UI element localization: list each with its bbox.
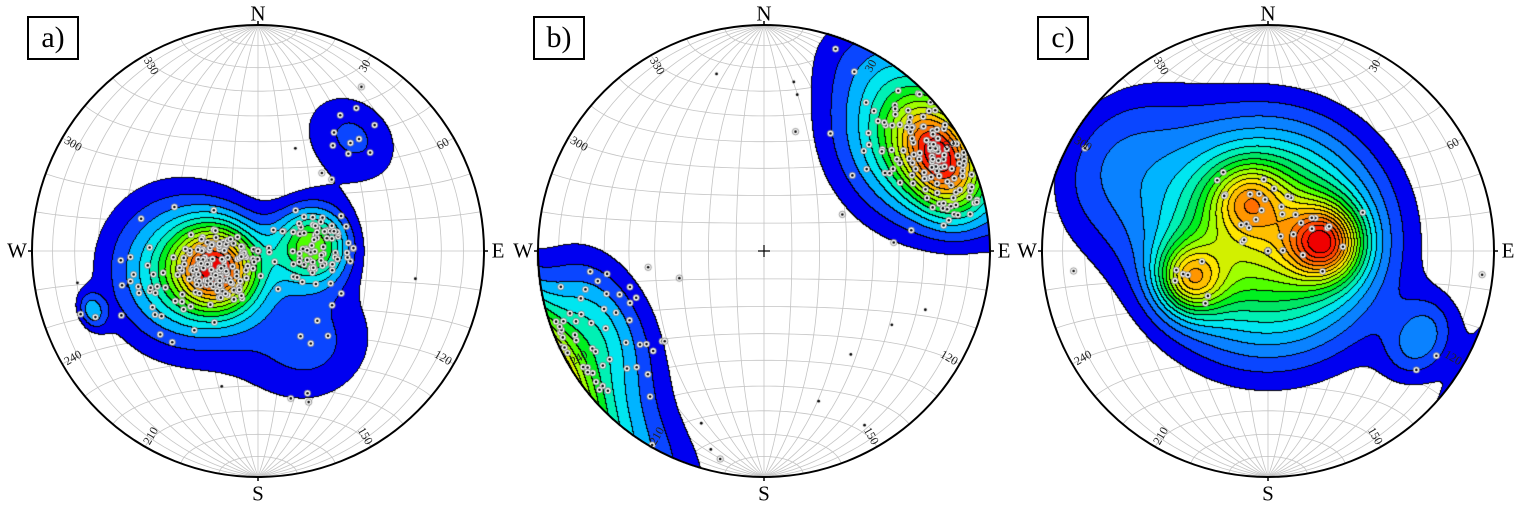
panel-label: a) <box>27 16 79 60</box>
primitive-circle-outline <box>31 24 485 478</box>
north-label: N <box>250 1 266 26</box>
east-label: E <box>997 238 1011 263</box>
west-label: W <box>1017 238 1037 263</box>
south-label: S <box>1262 481 1274 506</box>
panel-label: c) <box>1037 16 1089 60</box>
south-label: S <box>758 481 770 506</box>
panel-label: b) <box>533 16 585 60</box>
primitive-circle <box>534 21 994 481</box>
west-label: W <box>513 238 533 263</box>
density-contours <box>28 21 488 481</box>
primitive-circle <box>1038 21 1498 481</box>
west-label: W <box>7 238 27 263</box>
primitive-circle <box>28 21 488 481</box>
north-label: N <box>1260 1 1276 26</box>
stereonet-panel-a: a) N S W E 30 60 120 150 210 240 300 330 <box>0 0 506 509</box>
east-label: E <box>1501 238 1515 263</box>
north-label: N <box>756 1 772 26</box>
stereonet-panel-b: b) N S W E 30 60 120 150 210 240 300 330 <box>506 0 1012 509</box>
density-contours <box>1038 21 1498 481</box>
center-cross-icon <box>758 245 770 257</box>
east-label: E <box>491 238 505 263</box>
south-label: S <box>252 481 264 506</box>
primitive-circle-outline <box>1041 24 1495 478</box>
stereonet-panel-c: c) N S W E 30 60 120 150 210 240 300 330 <box>1010 0 1516 509</box>
